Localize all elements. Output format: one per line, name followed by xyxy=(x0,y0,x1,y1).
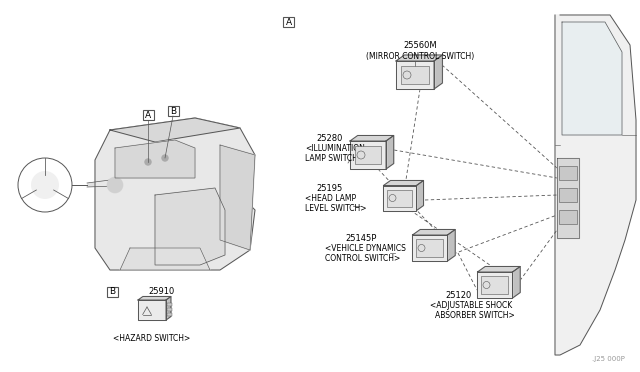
Polygon shape xyxy=(557,158,579,238)
Polygon shape xyxy=(477,272,513,298)
Text: <ILLUMINATION: <ILLUMINATION xyxy=(305,144,365,153)
Bar xyxy=(167,313,172,316)
Bar xyxy=(143,110,154,120)
Text: B: B xyxy=(109,288,115,296)
Polygon shape xyxy=(386,135,394,169)
Polygon shape xyxy=(95,118,255,270)
Text: .J25 000P: .J25 000P xyxy=(592,356,625,362)
Bar xyxy=(417,239,444,257)
Polygon shape xyxy=(477,266,520,272)
Bar xyxy=(387,189,413,206)
Polygon shape xyxy=(138,300,166,320)
Polygon shape xyxy=(115,140,195,178)
Polygon shape xyxy=(413,230,455,235)
Polygon shape xyxy=(513,266,520,298)
Text: 25195: 25195 xyxy=(316,184,342,193)
Text: A: A xyxy=(145,110,151,119)
Polygon shape xyxy=(220,145,255,250)
Polygon shape xyxy=(562,22,622,135)
Text: <HEAD LAMP: <HEAD LAMP xyxy=(305,194,356,203)
Text: 25910: 25910 xyxy=(148,286,174,295)
Bar xyxy=(559,188,577,202)
Text: 25120: 25120 xyxy=(445,291,471,300)
Text: (MIRROR CONTROL SWITCH): (MIRROR CONTROL SWITCH) xyxy=(366,52,474,61)
Circle shape xyxy=(145,159,151,165)
Polygon shape xyxy=(155,188,225,265)
Bar xyxy=(106,287,118,297)
Bar xyxy=(355,146,381,164)
Polygon shape xyxy=(350,141,386,169)
Polygon shape xyxy=(383,186,417,211)
Bar xyxy=(401,66,429,84)
Polygon shape xyxy=(110,118,240,142)
Text: 25560M: 25560M xyxy=(403,41,437,50)
Text: <ADJUSTABLE SHOCK: <ADJUSTABLE SHOCK xyxy=(430,301,512,310)
Text: ABSORBER SWITCH>: ABSORBER SWITCH> xyxy=(435,311,515,320)
Polygon shape xyxy=(396,61,434,89)
Text: <HAZARD SWITCH>: <HAZARD SWITCH> xyxy=(113,334,191,343)
Circle shape xyxy=(31,171,59,199)
Bar xyxy=(168,106,179,116)
Bar xyxy=(559,210,577,224)
Circle shape xyxy=(107,177,123,193)
Text: A: A xyxy=(286,17,292,26)
Polygon shape xyxy=(413,235,447,261)
Text: 25145P: 25145P xyxy=(345,234,376,243)
Text: LEVEL SWITCH>: LEVEL SWITCH> xyxy=(305,204,367,213)
Text: 25280: 25280 xyxy=(316,134,342,143)
Polygon shape xyxy=(396,55,442,61)
Bar xyxy=(481,276,509,294)
Text: CONTROL SWITCH>: CONTROL SWITCH> xyxy=(325,254,400,263)
Polygon shape xyxy=(120,248,210,270)
Polygon shape xyxy=(350,135,394,141)
Polygon shape xyxy=(555,15,636,355)
Text: <VEHICLE DYNAMICS: <VEHICLE DYNAMICS xyxy=(325,244,406,253)
Circle shape xyxy=(162,155,168,161)
Polygon shape xyxy=(166,296,171,320)
Polygon shape xyxy=(383,180,424,186)
Polygon shape xyxy=(417,180,424,211)
Polygon shape xyxy=(138,296,171,300)
Bar xyxy=(167,303,172,306)
Bar xyxy=(167,308,172,311)
Polygon shape xyxy=(434,55,442,89)
Bar xyxy=(559,166,577,180)
Text: B: B xyxy=(170,106,176,115)
Bar xyxy=(284,17,294,27)
Polygon shape xyxy=(447,230,455,261)
Text: LAMP SWITCH>: LAMP SWITCH> xyxy=(305,154,364,163)
Polygon shape xyxy=(87,180,117,187)
